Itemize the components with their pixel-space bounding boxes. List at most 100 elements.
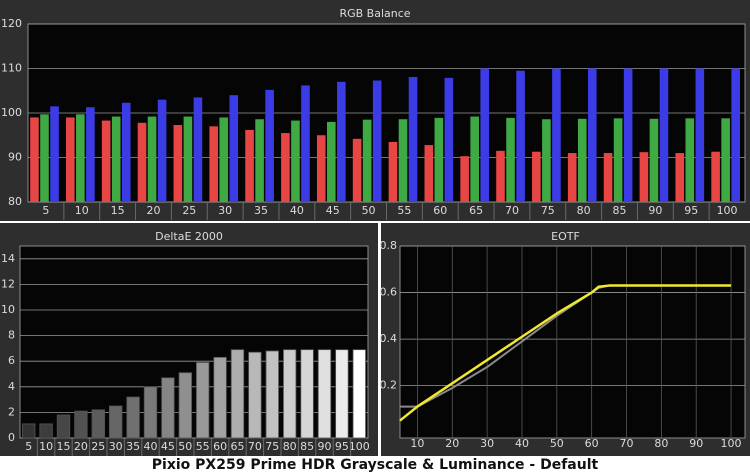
y-tick-label: 120 bbox=[1, 17, 22, 30]
bar bbox=[196, 362, 210, 439]
y-tick-label: 0.6 bbox=[380, 286, 398, 299]
bar bbox=[388, 141, 398, 202]
x-tick-label: 30 bbox=[109, 440, 123, 453]
bar bbox=[352, 349, 366, 439]
y-tick-label: 10 bbox=[1, 303, 15, 316]
bar bbox=[649, 118, 659, 202]
bar bbox=[623, 68, 633, 202]
bar bbox=[362, 119, 372, 202]
bar bbox=[317, 349, 332, 439]
y-tick-label: 100 bbox=[1, 106, 22, 119]
bar bbox=[86, 107, 95, 202]
bar bbox=[301, 85, 310, 202]
page-title: Pixio PX259 Prime HDR Grayscale & Lumina… bbox=[152, 457, 599, 473]
bar bbox=[731, 68, 740, 202]
y-tick-label: 12 bbox=[1, 277, 15, 290]
bar bbox=[40, 114, 49, 202]
bar bbox=[587, 68, 597, 202]
x-tick-label: 70 bbox=[620, 437, 634, 450]
bar bbox=[219, 117, 229, 202]
bar bbox=[229, 95, 239, 202]
plot-area bbox=[19, 245, 369, 439]
bar bbox=[265, 89, 274, 202]
series-line bbox=[399, 284, 732, 422]
bar bbox=[66, 117, 75, 202]
bar bbox=[721, 118, 730, 202]
bar bbox=[470, 116, 479, 202]
bar bbox=[183, 116, 193, 202]
bar bbox=[213, 356, 227, 439]
x-tick-label: 40 bbox=[144, 440, 158, 453]
x-tick-label: 80 bbox=[283, 440, 297, 453]
plot-area bbox=[399, 245, 746, 439]
x-tick-label: 100 bbox=[721, 437, 742, 450]
bar bbox=[516, 70, 525, 202]
bar bbox=[22, 423, 36, 439]
chart-title: RGB Balance bbox=[339, 7, 410, 20]
x-tick-label: 95 bbox=[684, 204, 698, 217]
x-tick-label: 90 bbox=[318, 440, 332, 453]
bar bbox=[685, 118, 695, 202]
x-tick-label: 100 bbox=[349, 440, 370, 453]
x-tick-label: 100 bbox=[717, 204, 738, 217]
bar bbox=[496, 150, 505, 202]
x-tick-label: 30 bbox=[218, 204, 232, 217]
bar bbox=[255, 119, 264, 202]
x-tick-label: 60 bbox=[585, 437, 599, 450]
chart-title: DeltaE 2000 bbox=[155, 230, 223, 243]
y-tick-label: 6 bbox=[8, 354, 15, 367]
y-tick-label: 90 bbox=[8, 151, 22, 164]
x-tick-label: 35 bbox=[126, 440, 140, 453]
bar bbox=[30, 117, 39, 202]
x-tick-label: 85 bbox=[300, 440, 314, 453]
x-tick-label: 55 bbox=[196, 440, 210, 453]
x-tick-label: 60 bbox=[213, 440, 227, 453]
bar bbox=[111, 116, 121, 202]
bar bbox=[659, 68, 669, 202]
x-tick-label: 25 bbox=[91, 440, 105, 453]
bar bbox=[56, 414, 71, 439]
bar bbox=[424, 145, 434, 202]
y-tick-label: 0.8 bbox=[380, 239, 398, 252]
y-tick-label: 0.4 bbox=[380, 332, 398, 345]
bar bbox=[398, 119, 408, 202]
x-tick-label: 5 bbox=[25, 440, 32, 453]
x-tick-label: 80 bbox=[577, 204, 591, 217]
bar bbox=[532, 151, 541, 202]
bar bbox=[408, 76, 418, 202]
bar bbox=[74, 410, 88, 439]
x-tick-label: 10 bbox=[75, 204, 89, 217]
x-tick-label: 40 bbox=[515, 437, 529, 450]
bar bbox=[337, 81, 346, 202]
bar bbox=[675, 153, 685, 202]
chart-title: EOTF bbox=[551, 230, 580, 243]
bar bbox=[434, 117, 444, 202]
bar bbox=[39, 423, 53, 439]
x-tick-label: 75 bbox=[265, 440, 279, 453]
x-tick-label: 90 bbox=[689, 437, 703, 450]
x-tick-label: 20 bbox=[445, 437, 459, 450]
bar bbox=[137, 122, 147, 202]
bar bbox=[161, 377, 175, 439]
x-tick-label: 10 bbox=[410, 437, 424, 450]
bar bbox=[372, 80, 382, 202]
bar bbox=[283, 349, 297, 439]
bar bbox=[178, 372, 192, 439]
bar bbox=[577, 118, 587, 202]
x-tick-label: 15 bbox=[111, 204, 125, 217]
x-tick-label: 50 bbox=[362, 204, 376, 217]
y-tick-label: 8 bbox=[8, 329, 15, 342]
x-tick-label: 70 bbox=[505, 204, 519, 217]
bar bbox=[335, 349, 349, 439]
bar bbox=[248, 351, 262, 439]
y-tick-label: 80 bbox=[8, 195, 22, 208]
x-tick-label: 15 bbox=[57, 440, 71, 453]
bar bbox=[542, 119, 551, 202]
bar bbox=[567, 153, 577, 202]
x-tick-label: 50 bbox=[550, 437, 564, 450]
bar bbox=[230, 349, 245, 439]
x-tick-label: 10 bbox=[39, 440, 53, 453]
y-tick-label: 4 bbox=[8, 380, 15, 393]
bar bbox=[613, 118, 623, 202]
bar bbox=[639, 152, 649, 202]
